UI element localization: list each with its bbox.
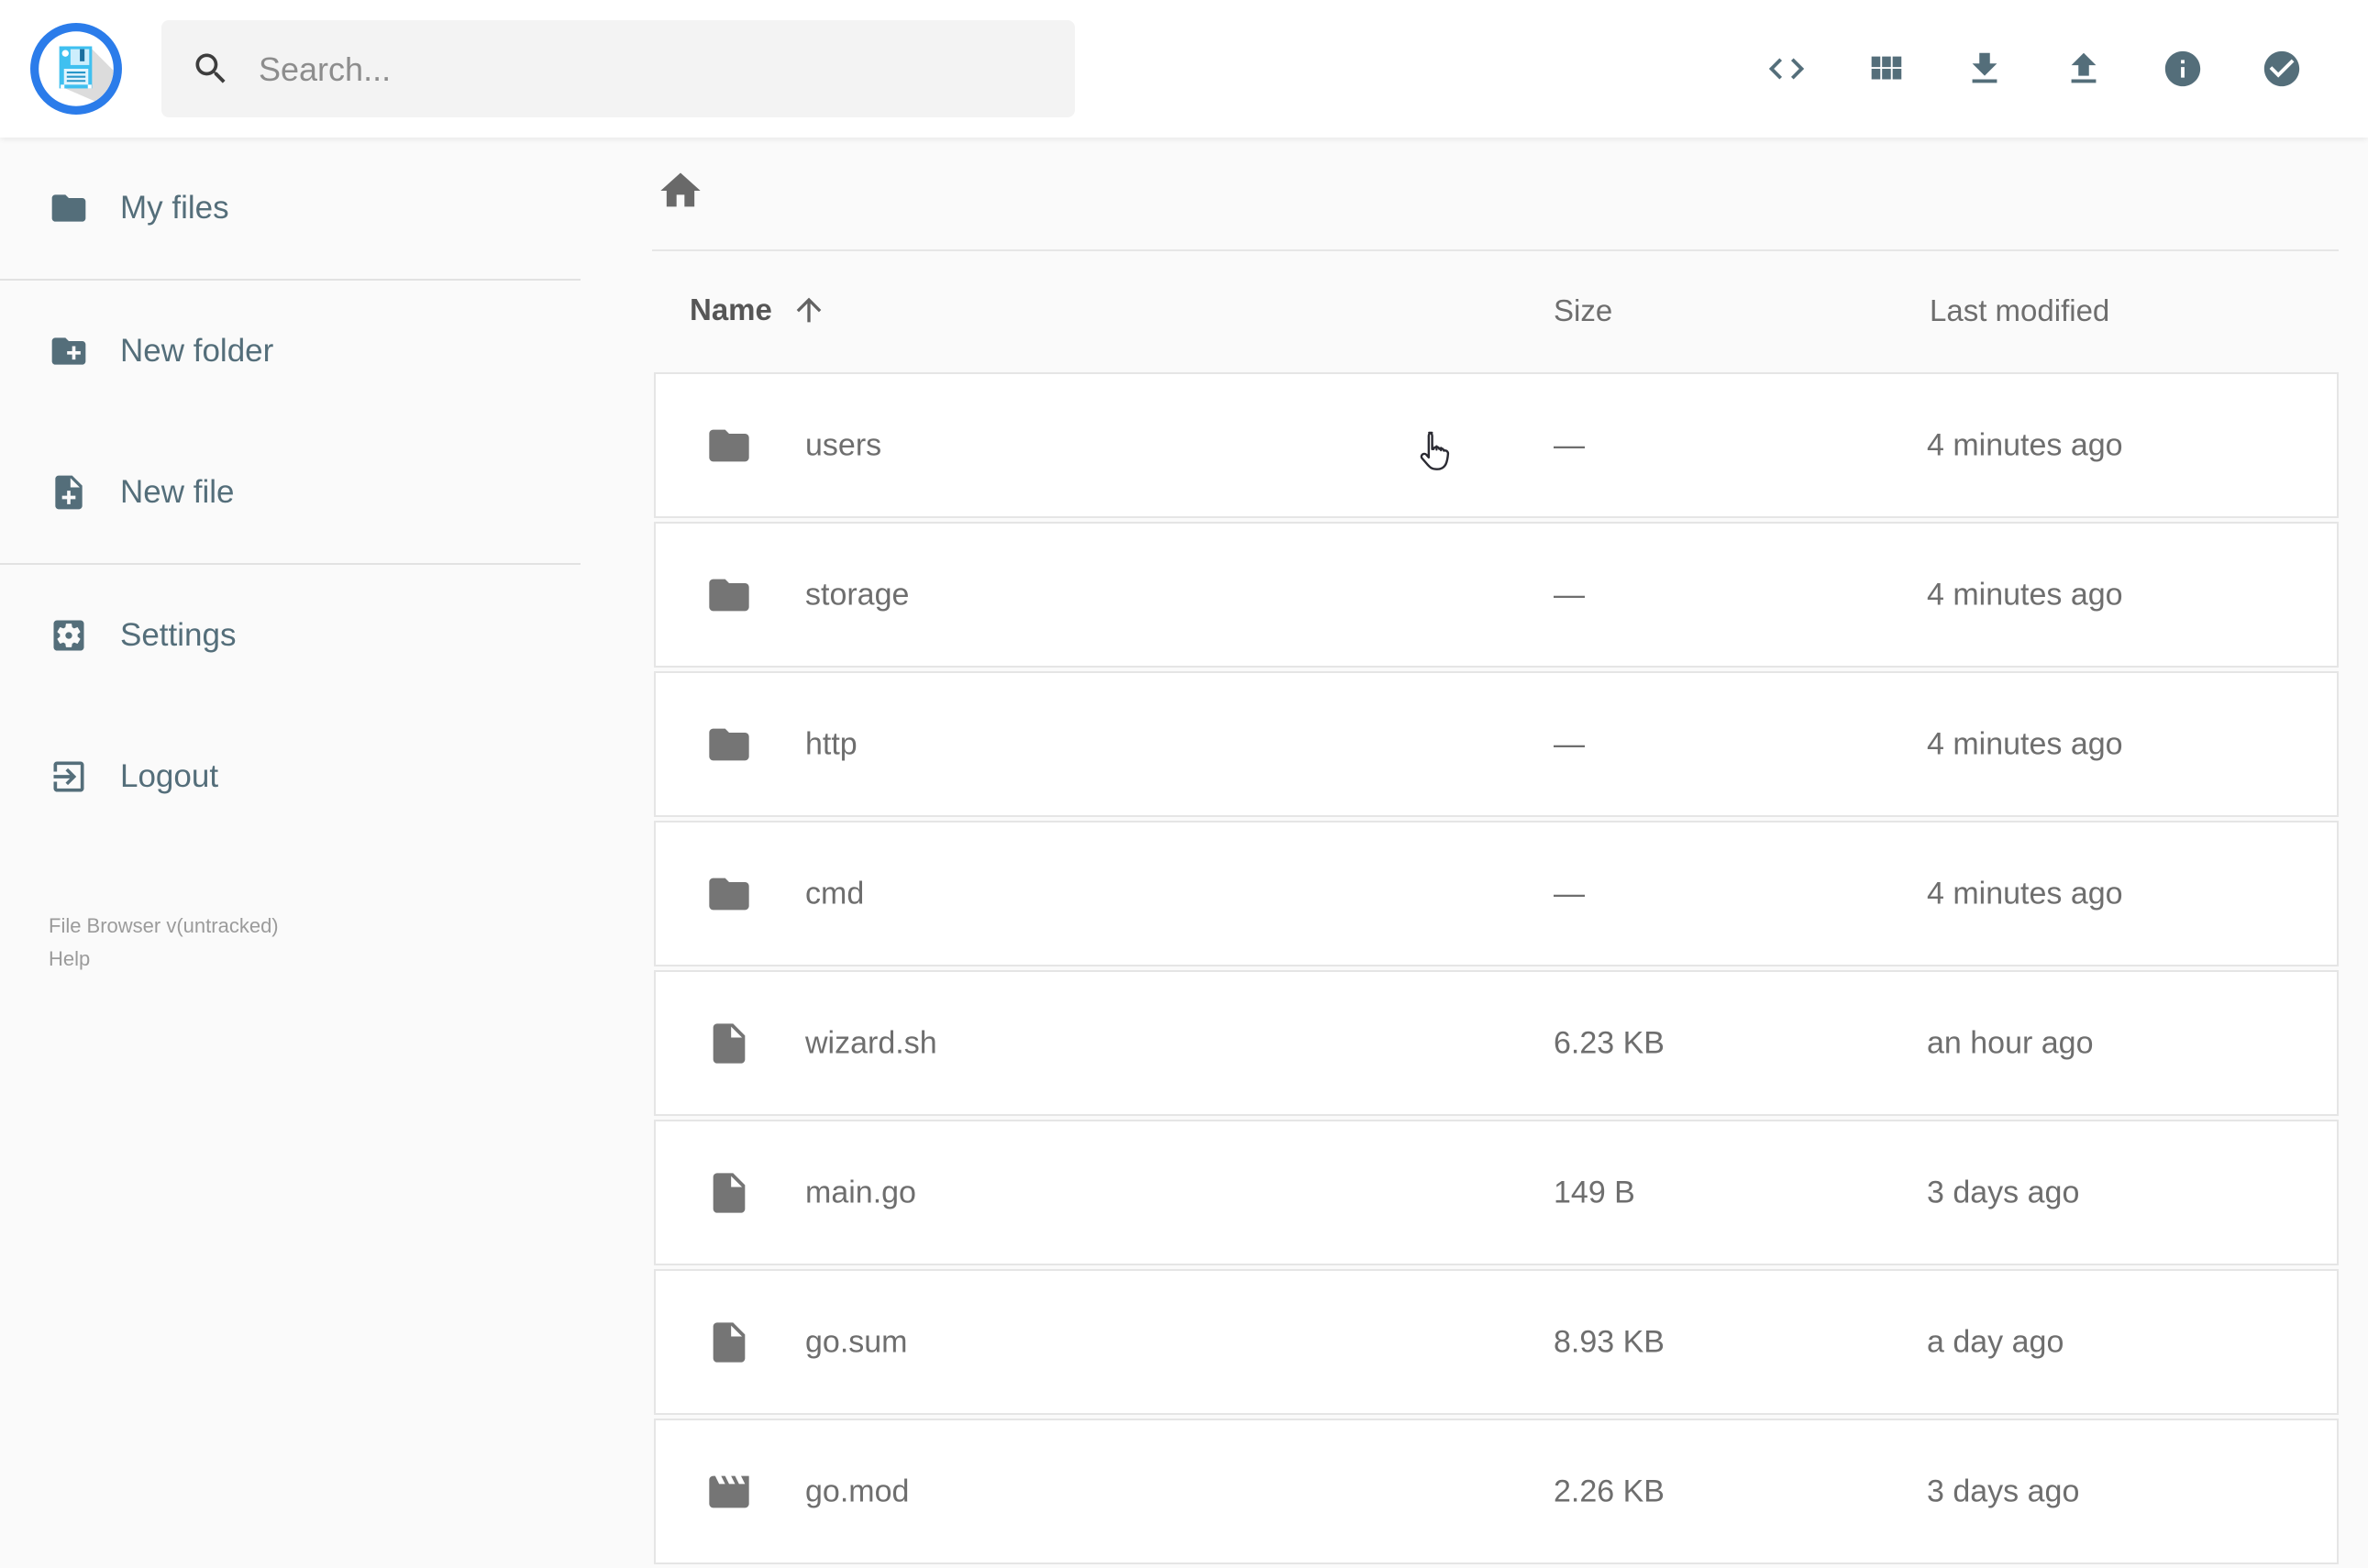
movie-icon: [705, 1468, 753, 1516]
search-icon: [191, 49, 231, 89]
sidebar-item-label: New file: [120, 474, 235, 510]
folder-icon: [705, 870, 753, 918]
folder-icon: [49, 188, 89, 228]
file-name: go.sum: [805, 1324, 908, 1359]
file-name: go.mod: [805, 1474, 910, 1508]
column-header-name[interactable]: Name: [690, 292, 827, 328]
file-modified: 4 minutes ago: [1927, 876, 2123, 911]
file-row[interactable]: cmd — 4 minutes ago: [654, 821, 2339, 966]
info-button[interactable]: [2133, 19, 2232, 118]
file-list: users — 4 minutes ago storage — 4 minutes ago…: [654, 372, 2339, 1568]
help-link[interactable]: Help: [49, 947, 91, 970]
folder-icon: [705, 721, 753, 768]
file-modified: an hour ago: [1927, 1025, 2094, 1060]
file-row[interactable]: storage — 4 minutes ago: [654, 522, 2339, 668]
file-row[interactable]: go.sum 8.93 KB a day ago: [654, 1269, 2339, 1415]
info-icon: [2162, 48, 2204, 90]
sidebar-divider: [0, 563, 581, 565]
file-modified: 3 days ago: [1927, 1175, 2080, 1209]
grid-icon: [1865, 48, 1907, 90]
file-icon: [705, 1020, 753, 1067]
download-icon: [1964, 48, 2006, 90]
file-modified: 4 minutes ago: [1927, 726, 2123, 761]
file-row[interactable]: main.go 149 B 3 days ago: [654, 1120, 2339, 1265]
file-row[interactable]: users — 4 minutes ago: [654, 372, 2339, 518]
settings-icon: [49, 615, 89, 656]
grid-view-button[interactable]: [1836, 19, 1935, 118]
file-icon: [705, 1169, 753, 1217]
file-name: main.go: [805, 1175, 916, 1209]
upload-button[interactable]: [2034, 19, 2133, 118]
create-new-folder-icon: [49, 331, 89, 371]
check-circle-icon: [2261, 48, 2303, 90]
code-view-button[interactable]: [1737, 19, 1836, 118]
upload-icon: [2063, 48, 2105, 90]
breadcrumb-home-icon[interactable]: [657, 167, 704, 215]
breadcrumb-divider: [652, 249, 2339, 251]
file-modified: a day ago: [1927, 1324, 2064, 1359]
file-size: 149 B: [1554, 1175, 1635, 1209]
sidebar-item-new-folder[interactable]: New folder: [0, 281, 581, 422]
listing-header: Name Size Last modified: [654, 292, 2339, 332]
sidebar-item-label: My files: [120, 190, 229, 226]
search-input[interactable]: [257, 20, 1049, 119]
file-size: —: [1554, 726, 1585, 761]
file-name: cmd: [805, 876, 865, 911]
file-name: users: [805, 427, 882, 462]
sidebar-divider: [0, 279, 581, 281]
file-row[interactable]: http — 4 minutes ago: [654, 671, 2339, 817]
download-button[interactable]: [1935, 19, 2034, 118]
header-actions: [1737, 0, 2331, 138]
folder-icon: [705, 571, 753, 619]
file-size: —: [1554, 577, 1585, 612]
column-header-modified[interactable]: Last modified: [1930, 293, 2110, 327]
app-logo[interactable]: [29, 22, 123, 116]
sort-ascending-icon: [796, 297, 822, 323]
file-modified: 4 minutes ago: [1927, 577, 2123, 612]
file-size: 6.23 KB: [1554, 1025, 1665, 1060]
sidebar: My files New folder New file Settings Logout…: [0, 138, 581, 1522]
file-size: —: [1554, 876, 1585, 911]
file-size: —: [1554, 427, 1585, 462]
code-icon: [1765, 48, 1808, 90]
app-version: File Browser v(untracked): [49, 914, 279, 937]
sidebar-item-label: Logout: [120, 758, 219, 794]
sidebar-item-settings[interactable]: Settings: [0, 565, 581, 706]
file-name: http: [805, 726, 858, 761]
file-modified: 3 days ago: [1927, 1474, 2080, 1508]
column-header-size[interactable]: Size: [1554, 293, 1613, 327]
folder-icon: [705, 422, 753, 469]
file-modified: 4 minutes ago: [1927, 427, 2123, 462]
file-row[interactable]: go.mod 2.26 KB 3 days ago: [654, 1419, 2339, 1564]
sidebar-item-logout[interactable]: Logout: [0, 706, 581, 847]
file-row[interactable]: wizard.sh 6.23 KB an hour ago: [654, 970, 2339, 1116]
sidebar-item-label: Settings: [120, 617, 237, 653]
sidebar-item-new-file[interactable]: New file: [0, 422, 581, 563]
sidebar-items: My files New folder New file Settings Logout: [0, 138, 581, 847]
exit-icon: [49, 756, 89, 797]
file-icon: [705, 1319, 753, 1366]
top-bar: [0, 0, 2368, 138]
select-button[interactable]: [2232, 19, 2331, 118]
file-size: 8.93 KB: [1554, 1324, 1665, 1359]
file-name: storage: [805, 577, 910, 612]
sidebar-item-label: New folder: [120, 333, 274, 369]
note-add-icon: [49, 472, 89, 513]
file-size: 2.26 KB: [1554, 1474, 1665, 1508]
file-name: wizard.sh: [805, 1025, 937, 1060]
column-name-label: Name: [690, 293, 772, 326]
sidebar-item-my-files[interactable]: My files: [0, 138, 581, 279]
search-bar[interactable]: [161, 20, 1075, 119]
sidebar-footer: File Browser v(untracked) Help: [49, 910, 279, 976]
